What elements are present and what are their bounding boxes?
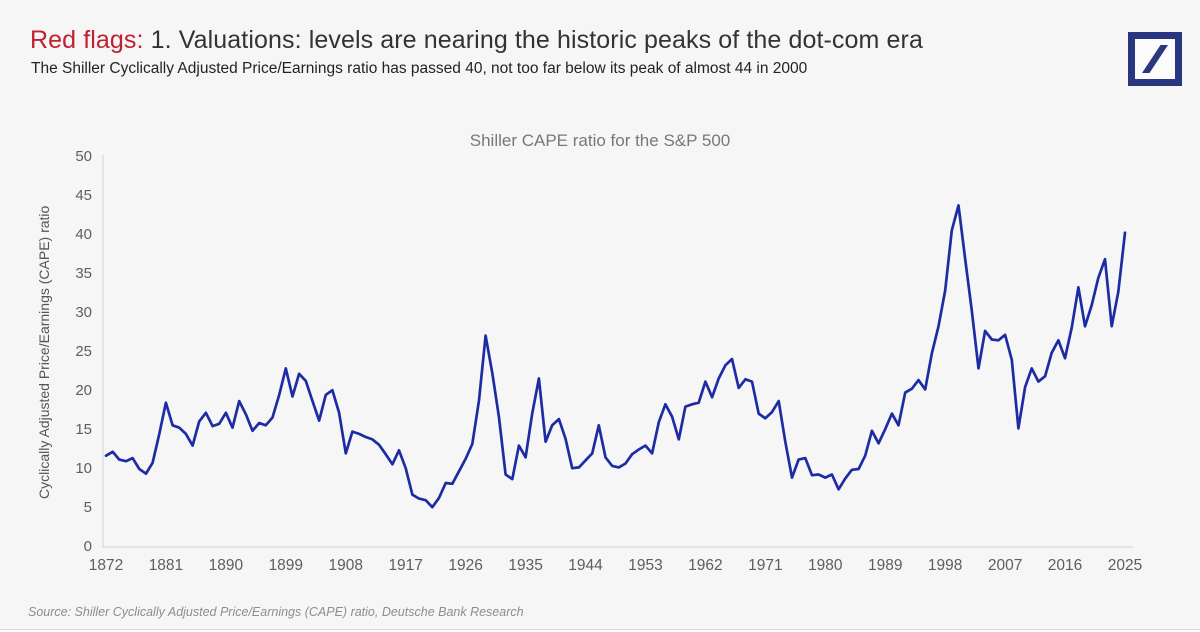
- source-note: Source: Shiller Cyclically Adjusted Pric…: [28, 605, 524, 619]
- x-axis-tick-label: 1998: [927, 557, 963, 574]
- page-title: Red flags: 1. Valuations: levels are nea…: [30, 26, 923, 55]
- x-axis-tick-label: 1989: [867, 557, 903, 574]
- chart-title: Shiller CAPE ratio for the S&P 500: [469, 131, 731, 150]
- y-axis-tick-label: 25: [75, 343, 92, 360]
- x-axis-tick-label: 1872: [88, 557, 124, 574]
- x-axis-tick-label: 1917: [388, 557, 423, 574]
- page-subtitle: The Shiller Cyclically Adjusted Price/Ea…: [31, 60, 808, 77]
- x-axis-tick-label: 1962: [688, 557, 723, 574]
- y-axis-tick-label: 15: [75, 421, 92, 438]
- x-axis-tick-label: 2025: [1107, 557, 1143, 574]
- x-axis-tick-label: 1908: [328, 557, 363, 574]
- y-axis-tick-label: 35: [75, 265, 92, 282]
- y-axis-tick-label: 10: [75, 460, 92, 477]
- cape-series-line: [104, 204, 1127, 509]
- x-axis-tick-label: 1953: [628, 557, 663, 574]
- x-axis-tick-label: 1971: [748, 557, 783, 574]
- axis-lines: [102, 155, 1133, 548]
- y-axis-tick-label: 0: [83, 538, 92, 555]
- x-axis-tick-label: 2016: [1047, 557, 1083, 574]
- x-axis-tick-label: 2007: [987, 557, 1023, 574]
- y-axis-tick-label: 50: [75, 148, 92, 165]
- x-axis-tick-label: 1935: [508, 557, 543, 574]
- x-axis-tick-label: 1980: [808, 557, 843, 574]
- y-axis-tick-label: 5: [83, 499, 92, 516]
- y-axis-tick-label: 45: [75, 187, 92, 204]
- deutsche-bank-logo-icon: [1128, 32, 1182, 86]
- x-axis-tick-label: 1881: [148, 557, 184, 574]
- y-axis-tick-label: 40: [75, 226, 92, 243]
- x-axis-tick-label: 1926: [448, 557, 483, 574]
- page-title-rest: 1. Valuations: levels are nearing the hi…: [143, 26, 923, 54]
- x-axis-tick-label: 1899: [268, 557, 304, 574]
- page-title-highlight: Red flags:: [30, 26, 144, 54]
- x-axis-tick-label: 1944: [568, 557, 603, 574]
- y-axis-tick-label: 30: [75, 304, 92, 321]
- bottom-divider: [0, 629, 1200, 630]
- bottom-strip: [0, 630, 1200, 632]
- x-axis-tick-label: 1890: [208, 557, 244, 574]
- y-axis-tick-label: 20: [75, 382, 92, 399]
